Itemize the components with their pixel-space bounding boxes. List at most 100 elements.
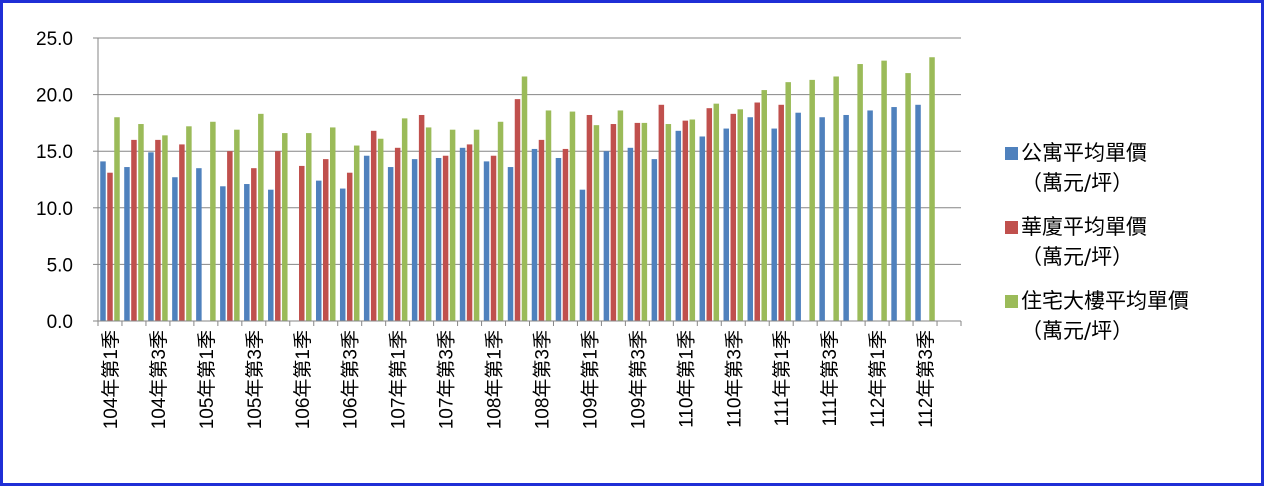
bar bbox=[251, 168, 257, 321]
bar bbox=[442, 155, 449, 321]
bar bbox=[315, 180, 322, 321]
legend-label-mansion: 華廈平均單價 bbox=[1021, 215, 1147, 239]
bar bbox=[682, 120, 689, 321]
bar bbox=[867, 110, 873, 321]
legend-swatch-mansion bbox=[1005, 220, 1018, 234]
x-tick-label: 112年第1季 bbox=[867, 330, 889, 428]
y-axis-tick-labels: 0.0 5.0 10.0 15.0 20.0 25.0 bbox=[36, 29, 73, 333]
bar bbox=[220, 186, 226, 321]
bar bbox=[531, 148, 538, 321]
legend: 公寓平均單價 （萬元/坪） 華廈平均單價 （萬元/坪） 住宅大樓平均單價 （萬元… bbox=[1005, 138, 1255, 360]
x-tick-label: 107年第3季 bbox=[436, 330, 458, 429]
legend-label-apartment: 公寓平均單價 bbox=[1021, 141, 1147, 165]
bar bbox=[857, 64, 863, 321]
bar bbox=[339, 188, 346, 321]
bar bbox=[689, 119, 696, 321]
x-tick-label: 105年第1季 bbox=[196, 330, 218, 429]
bar bbox=[377, 138, 384, 321]
bar bbox=[131, 139, 137, 321]
bar bbox=[754, 102, 760, 322]
bar bbox=[521, 76, 528, 322]
bar bbox=[449, 129, 456, 321]
y-tick-label: 20.0 bbox=[36, 86, 73, 107]
y-tick-label: 5.0 bbox=[47, 255, 73, 276]
bar bbox=[603, 151, 610, 321]
bar bbox=[891, 107, 897, 321]
gridlines bbox=[98, 37, 961, 265]
bar bbox=[179, 144, 185, 321]
legend-unit-building: （萬元/坪） bbox=[1021, 319, 1134, 343]
bar bbox=[100, 161, 106, 321]
bar bbox=[275, 151, 281, 321]
x-axis-tick-labels: 104年第1季 104年第3季 105年第1季 105年第3季 106年第1季 106年第… bbox=[100, 330, 937, 429]
bar bbox=[771, 128, 777, 321]
bar bbox=[490, 155, 497, 321]
bar bbox=[737, 109, 744, 321]
bar bbox=[124, 167, 130, 321]
bar bbox=[322, 159, 329, 321]
bar bbox=[387, 167, 394, 321]
bar bbox=[665, 124, 672, 321]
bar bbox=[186, 126, 192, 321]
bar bbox=[809, 79, 815, 321]
bar bbox=[268, 189, 274, 321]
bar bbox=[346, 172, 353, 321]
bar bbox=[610, 124, 617, 321]
legend-item-building: 住宅大樓平均單價 （萬元/坪） bbox=[1005, 286, 1255, 346]
bar bbox=[306, 133, 312, 321]
axes bbox=[93, 37, 962, 326]
bar bbox=[658, 104, 665, 321]
legend-item-apartment: 公寓平均單價 （萬元/坪） bbox=[1005, 138, 1255, 198]
bar bbox=[473, 129, 480, 321]
x-tick-label: 106年第3季 bbox=[340, 330, 362, 429]
bar bbox=[785, 82, 791, 322]
legend-unit-mansion: （萬元/坪） bbox=[1021, 245, 1134, 269]
bars bbox=[100, 57, 935, 322]
legend-unit-apartment: （萬元/坪） bbox=[1021, 171, 1134, 195]
bar bbox=[155, 139, 161, 321]
bar bbox=[329, 127, 336, 322]
bar bbox=[483, 161, 490, 321]
x-tick-label: 110年第1季 bbox=[675, 330, 697, 428]
bar bbox=[929, 57, 935, 322]
bar bbox=[569, 111, 576, 321]
legend-swatch-apartment bbox=[1005, 146, 1018, 160]
bar bbox=[713, 103, 720, 321]
bar bbox=[627, 147, 634, 321]
bar bbox=[172, 177, 178, 321]
x-tick-label: 109年第1季 bbox=[579, 330, 601, 429]
x-tick-label: 111年第3季 bbox=[819, 330, 841, 426]
bar bbox=[418, 114, 425, 321]
bar bbox=[819, 117, 825, 322]
bar bbox=[497, 121, 504, 322]
bar bbox=[514, 99, 521, 321]
bar bbox=[363, 155, 370, 321]
bar bbox=[555, 157, 562, 321]
x-tick-label: 108年第3季 bbox=[532, 330, 554, 429]
bar bbox=[545, 110, 552, 321]
bar bbox=[833, 76, 839, 322]
legend-item-mansion: 華廈平均單價 （萬元/坪） bbox=[1005, 212, 1255, 272]
bar bbox=[466, 144, 473, 321]
y-tick-label: 0.0 bbox=[47, 312, 73, 333]
bar bbox=[282, 133, 288, 321]
bar bbox=[425, 127, 432, 322]
bar bbox=[114, 117, 120, 322]
bar bbox=[148, 152, 154, 321]
bar bbox=[675, 130, 682, 321]
y-tick-label: 10.0 bbox=[36, 199, 73, 220]
bar bbox=[699, 136, 706, 321]
bar bbox=[795, 112, 801, 322]
bar bbox=[370, 130, 377, 321]
bar bbox=[401, 118, 408, 322]
bar bbox=[723, 128, 730, 321]
bar bbox=[905, 73, 911, 321]
bar bbox=[843, 114, 849, 321]
x-tick-label: 105年第3季 bbox=[244, 330, 266, 429]
x-tick-label: 104年第1季 bbox=[100, 330, 122, 429]
x-tick-label: 109年第3季 bbox=[627, 330, 649, 429]
bar bbox=[234, 129, 240, 321]
bar bbox=[593, 125, 600, 321]
bar bbox=[915, 104, 921, 321]
